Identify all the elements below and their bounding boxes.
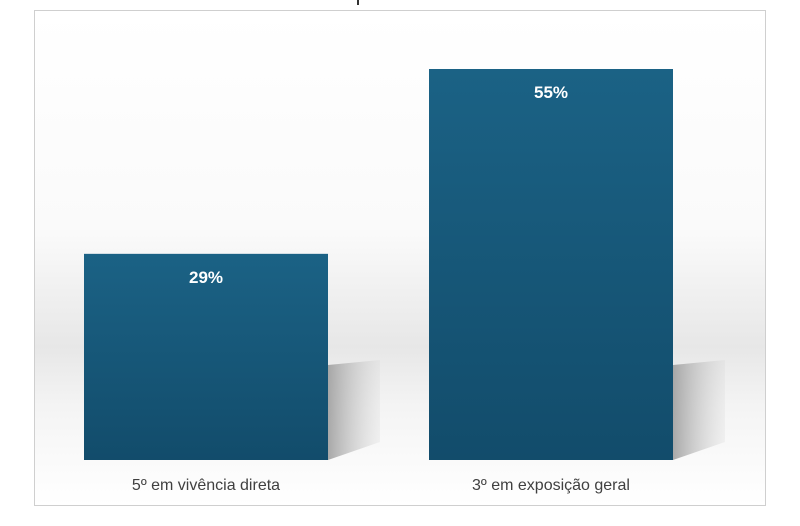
data-label-1: 29%	[189, 268, 223, 287]
bar-1	[84, 253, 328, 460]
bar-shadow	[328, 360, 380, 460]
bar-2	[429, 69, 673, 460]
chart-title-fragment	[357, 0, 359, 5]
data-label-2: 55%	[534, 83, 568, 102]
bar-shadow	[673, 360, 725, 460]
category-label-1: 5º em vivência direta	[132, 477, 280, 494]
category-label-2: 3º em exposição geral	[472, 477, 630, 494]
